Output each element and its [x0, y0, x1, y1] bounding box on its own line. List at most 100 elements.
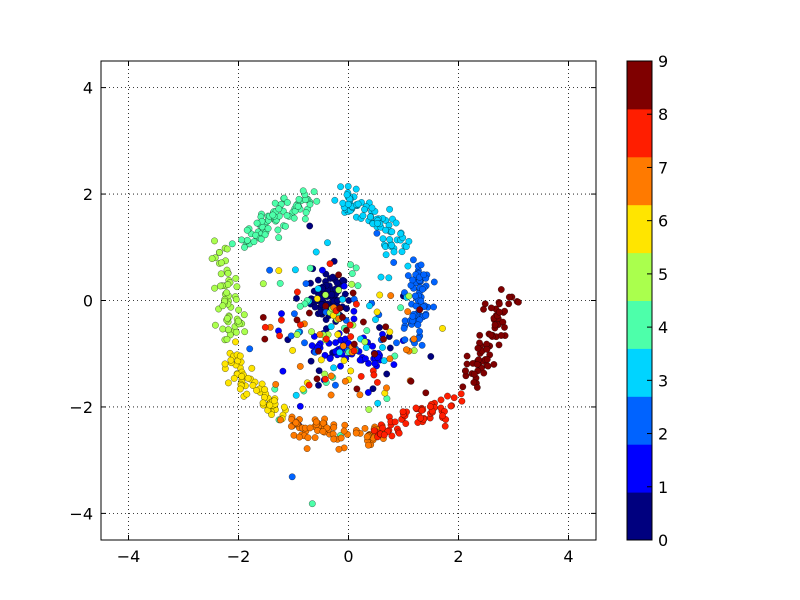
- data-point: [393, 339, 400, 347]
- data-point: [463, 352, 471, 360]
- data-point: [380, 335, 387, 343]
- data-point: [491, 321, 499, 329]
- data-point: [227, 356, 235, 364]
- colorbar-segment: [627, 156, 652, 206]
- data-point: [360, 318, 367, 326]
- data-point: [390, 361, 398, 368]
- data-point: [243, 390, 251, 398]
- data-point: [329, 273, 337, 281]
- data-point: [295, 195, 303, 203]
- data-point: [386, 328, 394, 336]
- data-point: [376, 291, 384, 299]
- data-point: [244, 236, 251, 244]
- data-point: [369, 385, 377, 393]
- data-point: [328, 291, 336, 299]
- data-point: [250, 238, 258, 246]
- data-point: [348, 270, 356, 277]
- data-point: [287, 332, 295, 340]
- data-point: [223, 245, 231, 253]
- data-point: [313, 375, 321, 383]
- data-point: [346, 321, 354, 329]
- data-point: [362, 355, 369, 363]
- data-point: [386, 236, 393, 243]
- data-point: [275, 267, 283, 274]
- data-point: [340, 427, 348, 435]
- data-point: [335, 445, 343, 453]
- data-point: [470, 379, 478, 386]
- data-point: [211, 237, 218, 245]
- y-tick-label: 0: [83, 292, 93, 311]
- data-point: [337, 434, 345, 442]
- data-point: [359, 212, 367, 220]
- data-point: [363, 433, 371, 441]
- data-point: [292, 419, 300, 427]
- data-point: [501, 324, 508, 331]
- data-point: [293, 295, 300, 302]
- data-point: [495, 308, 503, 316]
- data-point: [505, 293, 513, 301]
- data-point: [341, 290, 349, 298]
- data-point: [337, 362, 344, 370]
- data-point: [224, 281, 232, 288]
- data-point: [315, 347, 322, 355]
- data-point: [484, 362, 492, 370]
- data-point: [274, 226, 282, 234]
- x-tick-label: 2: [453, 547, 463, 566]
- data-point: [294, 288, 301, 296]
- data-point: [497, 286, 505, 293]
- data-point: [390, 259, 398, 266]
- data-point: [305, 381, 313, 389]
- data-point: [306, 200, 314, 208]
- data-point: [340, 357, 348, 364]
- data-point: [361, 206, 368, 213]
- data-point: [330, 424, 338, 431]
- data-point: [272, 381, 280, 388]
- colorbar-segment: [627, 492, 652, 541]
- data-point: [410, 335, 418, 343]
- data-point: [382, 323, 390, 331]
- x-axis-tick-labels: −4 −2 0 2 4: [117, 547, 574, 566]
- data-points: [208, 183, 522, 508]
- data-point: [347, 261, 354, 269]
- data-point: [348, 280, 356, 288]
- data-point: [326, 355, 334, 362]
- data-point: [221, 360, 229, 368]
- data-point: [317, 356, 325, 364]
- data-point: [292, 266, 299, 274]
- data-point: [437, 396, 445, 404]
- data-point: [401, 317, 409, 325]
- data-point: [313, 197, 321, 205]
- data-point: [390, 248, 398, 256]
- data-point: [450, 394, 458, 402]
- data-point: [232, 328, 240, 336]
- data-point: [275, 205, 283, 213]
- data-point: [405, 238, 413, 245]
- data-point: [382, 251, 390, 259]
- data-point: [330, 435, 338, 443]
- colorbar-segment: [627, 108, 652, 158]
- data-point: [417, 297, 425, 305]
- data-point: [211, 284, 218, 292]
- data-point: [380, 431, 388, 439]
- data-point: [367, 213, 374, 221]
- data-point: [321, 375, 329, 383]
- colorbar-tick-label: 2: [658, 425, 668, 444]
- data-point: [401, 336, 409, 344]
- data-point: [474, 344, 482, 352]
- data-point: [335, 286, 342, 294]
- y-tick-label: 4: [83, 79, 93, 98]
- data-point: [439, 325, 446, 332]
- data-point: [344, 200, 352, 208]
- data-point: [269, 211, 277, 219]
- data-point: [407, 377, 415, 385]
- data-point: [261, 231, 269, 239]
- data-point: [333, 279, 341, 287]
- data-point: [371, 360, 379, 368]
- data-point: [335, 271, 342, 279]
- data-point: [270, 397, 278, 405]
- data-point: [371, 350, 378, 358]
- colorbar-segment: [627, 348, 652, 397]
- data-point: [219, 302, 227, 310]
- data-point: [253, 387, 260, 394]
- data-point: [315, 367, 323, 375]
